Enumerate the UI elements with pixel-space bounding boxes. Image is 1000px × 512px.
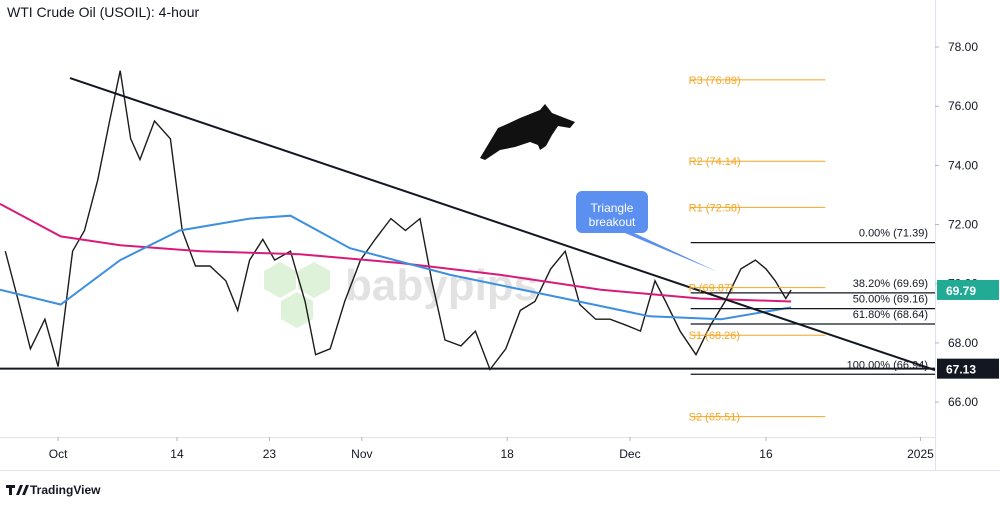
moving-average	[0, 203, 792, 303]
price-line	[4, 70, 792, 371]
chart-title: WTI Crude Oil (USOIL): 4-hour	[7, 4, 199, 20]
moving-average	[0, 214, 792, 321]
pivot-label: R1 (72.58)	[689, 202, 741, 214]
y-tick-label: 68.00	[948, 336, 978, 350]
price-label: 67.13	[946, 363, 976, 377]
watermark-logo	[264, 262, 330, 328]
y-tick-label: 74.00	[948, 158, 978, 172]
trendline	[69, 77, 936, 372]
price-label-box	[937, 279, 999, 300]
fib-label: 50.00% (69.16)	[853, 294, 928, 306]
price-label-box	[937, 358, 999, 379]
y-tick-label: 72.00	[948, 218, 978, 232]
price-label: 69.79	[946, 284, 976, 298]
x-tick-label: Nov	[351, 447, 372, 461]
tv-logo	[6, 485, 29, 495]
x-tick-label: 2025	[907, 447, 934, 461]
x-tick-label: 14	[170, 447, 184, 461]
x-tick-label: Dec	[619, 447, 640, 461]
pivot-label: S1 (68.26)	[689, 330, 740, 342]
y-tick-label: 66.00	[948, 395, 978, 409]
fib-label: 61.80% (68.64)	[853, 309, 928, 321]
pivot-label: P (69.87)	[689, 283, 734, 295]
fib-label: 38.20% (69.69)	[853, 278, 928, 290]
annotation: Triangle breakout	[589, 201, 636, 229]
callout	[576, 191, 718, 272]
y-tick-label: 78.00	[948, 40, 978, 54]
x-tick-label: 23	[263, 447, 277, 461]
x-tick-label: 16	[759, 447, 773, 461]
x-tick-label: Oct	[49, 447, 68, 461]
pivot-label: S2 (65.51)	[689, 412, 740, 424]
fib-label: 0.00% (71.39)	[859, 228, 928, 240]
footer: TradingView	[30, 483, 101, 497]
fib-label: 100.00% (66.94)	[847, 359, 928, 371]
y-tick-label: 76.00	[948, 99, 978, 113]
x-tick-label: 18	[500, 447, 514, 461]
bull-icon	[480, 104, 575, 160]
pivot-label: R2 (74.14)	[689, 156, 741, 168]
pivot-label: R3 (76.89)	[689, 75, 741, 87]
